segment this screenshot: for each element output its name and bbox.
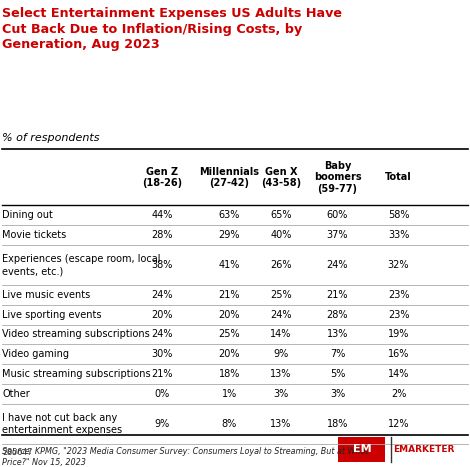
- Text: 9%: 9%: [155, 419, 170, 429]
- Text: 63%: 63%: [219, 211, 240, 220]
- Text: 44%: 44%: [151, 211, 173, 220]
- FancyBboxPatch shape: [338, 437, 385, 462]
- Text: 3%: 3%: [274, 389, 289, 399]
- Text: 285647: 285647: [2, 448, 33, 457]
- Text: Baby
boomers
(59-77): Baby boomers (59-77): [313, 161, 361, 194]
- Text: 24%: 24%: [270, 310, 292, 319]
- Text: I have not cut back any
entertainment expenses: I have not cut back any entertainment ex…: [2, 413, 123, 435]
- Text: 13%: 13%: [327, 330, 348, 340]
- Text: 13%: 13%: [270, 369, 292, 379]
- Text: Total: Total: [385, 172, 412, 183]
- Text: Movie tickets: Movie tickets: [2, 230, 67, 240]
- Text: 41%: 41%: [219, 260, 240, 270]
- Text: 14%: 14%: [388, 369, 409, 379]
- Text: Other: Other: [2, 389, 30, 399]
- Text: 25%: 25%: [219, 330, 240, 340]
- Text: 9%: 9%: [274, 349, 289, 359]
- Text: Gen X
(43-58): Gen X (43-58): [261, 167, 301, 188]
- Text: Live music events: Live music events: [2, 290, 91, 300]
- Text: Video gaming: Video gaming: [2, 349, 70, 359]
- Text: Select Entertainment Expenses US Adults Have
Cut Back Due to Inflation/Rising Co: Select Entertainment Expenses US Adults …: [2, 7, 342, 51]
- Text: 30%: 30%: [151, 349, 173, 359]
- Text: 21%: 21%: [151, 369, 173, 379]
- Text: 13%: 13%: [270, 419, 292, 429]
- Text: 37%: 37%: [327, 230, 348, 240]
- Text: 23%: 23%: [388, 310, 409, 319]
- Text: 65%: 65%: [270, 211, 292, 220]
- Text: 12%: 12%: [388, 419, 409, 429]
- Text: 24%: 24%: [151, 290, 173, 300]
- Text: 0%: 0%: [155, 389, 170, 399]
- Text: Source: KPMG, "2023 Media Consumer Survey: Consumers Loyal to Streaming, But at : Source: KPMG, "2023 Media Consumer Surve…: [2, 447, 369, 467]
- Text: 8%: 8%: [222, 419, 237, 429]
- Text: 32%: 32%: [388, 260, 409, 270]
- Text: 60%: 60%: [327, 211, 348, 220]
- Text: % of respondents: % of respondents: [2, 133, 100, 143]
- Text: 1%: 1%: [222, 389, 237, 399]
- Text: 20%: 20%: [219, 349, 240, 359]
- Text: 28%: 28%: [327, 310, 348, 319]
- Text: EMARKETER: EMARKETER: [393, 445, 455, 454]
- Text: 20%: 20%: [219, 310, 240, 319]
- Text: 38%: 38%: [151, 260, 173, 270]
- Text: 25%: 25%: [270, 290, 292, 300]
- Text: 18%: 18%: [327, 419, 348, 429]
- Text: 2%: 2%: [391, 389, 406, 399]
- Text: 7%: 7%: [330, 349, 345, 359]
- Text: Live sporting events: Live sporting events: [2, 310, 102, 319]
- Text: 18%: 18%: [219, 369, 240, 379]
- Text: 5%: 5%: [330, 369, 345, 379]
- Text: 26%: 26%: [270, 260, 292, 270]
- Text: Experiences (escape room, local
events, etc.): Experiences (escape room, local events, …: [2, 254, 161, 276]
- Text: 29%: 29%: [219, 230, 240, 240]
- Text: 24%: 24%: [327, 260, 348, 270]
- Text: 16%: 16%: [388, 349, 409, 359]
- Text: Music streaming subscriptions: Music streaming subscriptions: [2, 369, 151, 379]
- Text: 19%: 19%: [388, 330, 409, 340]
- Text: 24%: 24%: [151, 330, 173, 340]
- Text: 23%: 23%: [388, 290, 409, 300]
- Text: 40%: 40%: [270, 230, 292, 240]
- Text: 14%: 14%: [270, 330, 292, 340]
- Text: Dining out: Dining out: [2, 211, 53, 220]
- Text: Video streaming subscriptions: Video streaming subscriptions: [2, 330, 150, 340]
- Text: 58%: 58%: [388, 211, 409, 220]
- Text: 21%: 21%: [219, 290, 240, 300]
- Text: EM: EM: [352, 445, 371, 454]
- Text: 20%: 20%: [151, 310, 173, 319]
- Text: 3%: 3%: [330, 389, 345, 399]
- Text: 21%: 21%: [327, 290, 348, 300]
- Text: Gen Z
(18-26): Gen Z (18-26): [142, 167, 182, 188]
- Text: Millennials
(27-42): Millennials (27-42): [199, 167, 259, 188]
- Text: 28%: 28%: [151, 230, 173, 240]
- Text: 33%: 33%: [388, 230, 409, 240]
